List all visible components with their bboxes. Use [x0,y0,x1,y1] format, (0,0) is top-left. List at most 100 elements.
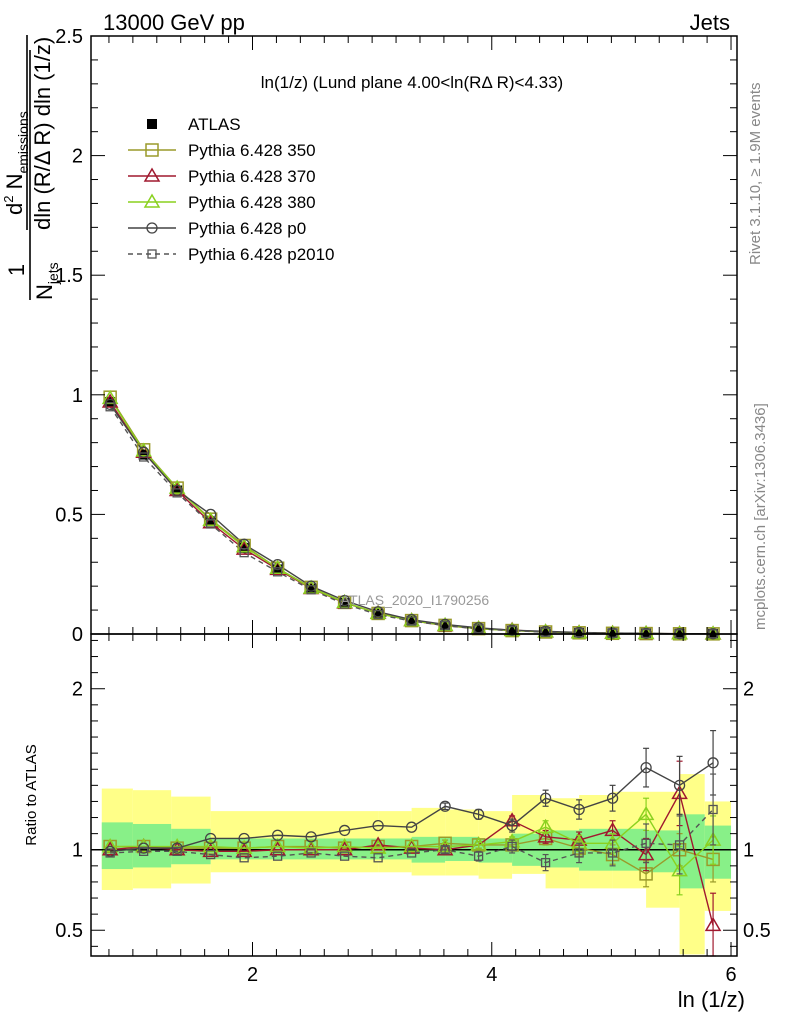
ratio-point-p2010-7 [339,851,350,861]
main-point-atlas-0 [105,396,116,407]
main-point-p0-14 [573,626,585,639]
ratio-point-p0-11 [472,808,485,820]
ratio-point-p2010-11 [473,851,484,861]
main-point-p0-1 [137,446,150,458]
ratio-point-p380-8 [369,839,387,854]
legend-label-p2010: Pythia 6.428 p2010 [188,245,335,264]
ratio-ytick-label-right: 0.5 [743,920,771,942]
main-point-atlas-2 [172,485,183,496]
legend-label-p350: Pythia 6.428 350 [188,141,316,160]
ratio-point-p0-9 [405,821,418,833]
main-point-p0-0 [104,398,116,411]
ratio-ytick-label-left: 1 [72,840,83,862]
ratio-point-p2010-17 [674,840,685,850]
legend-label-atlas: ATLAS [188,115,241,134]
y-label-d-sup: 2 [1,196,16,203]
main-point-atlas-1 [138,449,149,460]
ratio-point-p0-13 [539,792,552,804]
header-left: 13000 GeV pp [103,10,245,35]
main-point-atlas-3 [205,516,216,527]
legend-label-p370: Pythia 6.428 370 [188,167,316,186]
main-ytick-label: 1 [72,385,83,407]
ratio-y-axis-label: Ratio to ATLAS [23,744,40,845]
ratio-point-p2010-6 [306,848,316,858]
main-point-p2010-9 [406,616,417,626]
main-point-p0-2 [171,484,183,497]
main-point-p2010-1 [138,452,149,462]
y-label-njets: Njets [32,262,61,300]
ratio-point-p2010-15 [607,848,618,858]
main-point-p2010-11 [473,624,484,634]
rivet-version-text: Rivet 3.1.10, ≥ 1.9M events [747,83,764,266]
ratio-line-p2010 [110,809,714,864]
main-point-p2010-8 [373,609,383,620]
ratio-point-p370-8 [369,836,387,851]
ratio-point-p370-13 [537,828,554,843]
mcplots-reference-text: mcplots.cern.ch [arXiv:1306.3436] [752,403,769,630]
ratio-point-p0-18 [707,757,719,769]
ratio-ytick-label-left: 2 [72,679,83,701]
ratio-xtick-label: 4 [486,964,497,986]
ratio-ytick-label-left: 0.5 [55,920,83,942]
ratio-frame [90,633,738,957]
ratio-band-inner-4 [378,838,412,860]
legend-marker-p350 [145,143,159,157]
ratio-point-p0-1 [137,842,150,854]
ratio-point-p380-0 [101,838,119,853]
ratio-point-p0-10 [439,800,451,812]
main-ytick-label: 0 [72,624,83,646]
ratio-point-p0-17 [673,779,686,791]
ratio-point-p370-7 [336,841,353,856]
ratio-point-p2010-13 [540,857,551,868]
ratio-point-p2010-18 [708,804,718,815]
ratio-band-inner-14 [704,825,732,879]
y-label-n: N [2,174,27,196]
ratio-point-p2010-5 [272,851,283,861]
ratio-point-p2010-16 [641,838,651,848]
plot-title: ln(1/z) (Lund plane 4.00<ln(RΔ R)<4.33) [261,73,563,92]
ratio-point-p0-14 [573,803,585,816]
plot-frames [90,35,738,957]
ratio-point-p0-5 [271,829,284,841]
main-point-p2010-14 [574,628,584,638]
ratio-uncertainty-bands [101,774,732,955]
y-label-d: d [2,203,27,215]
main-ytick-label: 2 [72,146,83,168]
ratio-xtick-label: 6 [725,964,736,986]
legend-marker-p2010 [147,249,157,259]
ratio-point-p0-8 [372,819,384,832]
ratio-point-p380-17 [671,862,688,877]
ratio-point-p2010-9 [406,848,417,858]
main-point-p0-6 [305,580,317,592]
main-point-p2010-5 [272,567,283,577]
x-axis-label: ln (1/z) [678,987,745,1012]
ratio-point-p2010-0 [105,848,115,858]
main-ytick-label: 1.5 [55,265,83,287]
ratio-point-p2010-1 [138,846,149,856]
ratio-point-p0-2 [171,842,183,854]
ratio-point-p0-3 [204,832,217,845]
ratio-point-p380-16 [637,805,655,821]
main-point-p2010-3 [205,519,216,529]
main-ytick-label: 2.5 [55,26,83,48]
main-point-p2010-10 [440,620,450,631]
main-point-atlas-13 [540,627,551,638]
main-point-atlas-6 [306,583,317,594]
ratio-point-p0-6 [305,831,317,843]
legend-label-p380: Pythia 6.428 380 [188,193,316,212]
ratio-point-p380-5 [269,838,286,853]
main-point-p2010-7 [339,599,350,609]
ratio-point-p380-3 [202,838,219,853]
main-point-atlas-10 [440,620,451,631]
main-point-p2010-6 [306,585,316,595]
header-right: Jets [690,10,730,35]
ratio-point-p0-12 [506,819,518,832]
main-point-atlas-11 [473,623,484,634]
main-point-p0-5 [271,558,284,571]
y-label-njets-sub: jets [45,262,61,285]
ratio-point-p0-4 [238,832,250,845]
ratio-band-inner-12 [646,830,680,873]
ratio-point-p0-15 [606,792,619,804]
ratio-ytick-label-right: 2 [743,679,754,701]
ratio-point-p380-13 [537,818,554,833]
